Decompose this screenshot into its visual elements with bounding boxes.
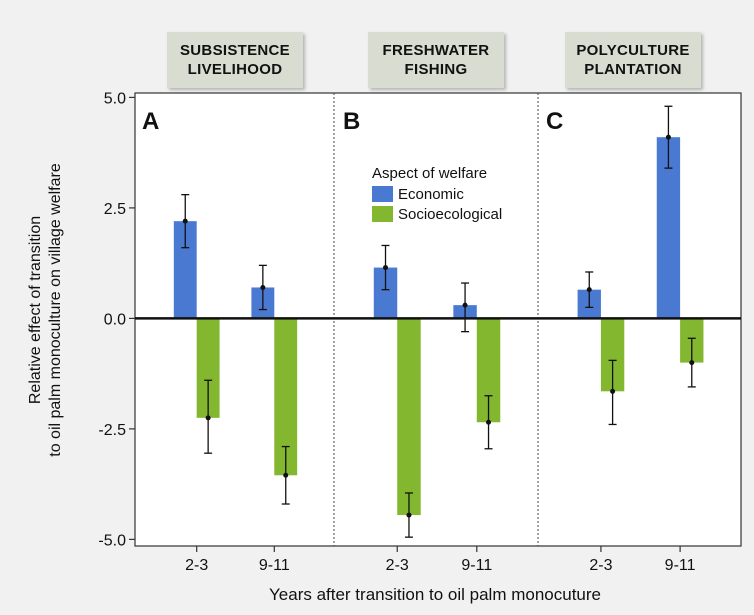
mean-point: [182, 218, 188, 224]
mean-point: [665, 134, 671, 140]
bar-c-socioecological-2-3: [600, 318, 625, 392]
bar-a-socioecological-2-3: [196, 318, 220, 418]
mean-point: [260, 284, 266, 290]
x-axis-title: Years after transition to oil palm monoc…: [269, 585, 601, 604]
mean-point: [283, 472, 289, 478]
panel-a-header-line2: LIVELIHOOD: [187, 61, 283, 78]
x-tick-label: 2-3: [185, 557, 208, 574]
y-axis-title-line1: Relative effect of transition: [27, 216, 44, 404]
legend-swatch-socioecological: [372, 206, 393, 222]
panel-b-header-line1: FRESHWATER: [382, 42, 490, 59]
panel-b-header: FRESHWATER FISHING: [368, 32, 504, 88]
y-tick-label: 5.0: [104, 90, 126, 107]
bar-b-socioecological-9-11: [476, 318, 501, 423]
panel-a-header: SUBSISTENCE LIVELIHOOD: [167, 32, 303, 88]
x-tick-label: 9-11: [665, 557, 696, 574]
legend-label-economic: Economic: [398, 186, 464, 203]
legend-swatch-economic: [372, 186, 393, 202]
bar-b-socioecological-2-3: [397, 318, 421, 516]
y-tick-label: 0.0: [104, 311, 126, 328]
mean-point: [486, 419, 492, 425]
x-tick-label: 9-11: [259, 557, 290, 574]
y-tick-label: -2.5: [98, 422, 126, 439]
x-tick-label: 9-11: [461, 557, 492, 574]
bar-a-economic-2-3: [173, 221, 197, 319]
y-axis-title-line2: to oil palm monoculture on village welfa…: [47, 163, 64, 457]
mean-point: [689, 360, 695, 366]
panel-a-header-line1: SUBSISTENCE: [180, 42, 290, 59]
bar-b-economic-2-3: [373, 267, 398, 319]
panel-c-header-line1: POLYCULTURE: [576, 42, 690, 59]
bar-c-economic-9-11: [656, 137, 681, 319]
panel-a-letter: A: [142, 108, 159, 135]
panel-c-header: POLYCULTURE PLANTATION: [565, 32, 701, 88]
mean-point: [406, 512, 412, 518]
bar-a-socioecological-9-11: [274, 318, 298, 476]
panel-b-letter: B: [343, 108, 360, 135]
legend: Aspect of welfare Economic Socioecologic…: [372, 165, 502, 223]
legend-label-socioecological: Socioecological: [398, 206, 502, 223]
y-tick-label: 2.5: [104, 201, 126, 218]
mean-point: [383, 265, 389, 271]
legend-title: Aspect of welfare: [372, 165, 487, 182]
mean-point: [610, 388, 616, 394]
y-axis-title: Relative effect of transition to oil pal…: [27, 163, 64, 457]
x-tick-label: 2-3: [386, 557, 409, 574]
panel-c-letter: C: [546, 108, 563, 135]
x-tick-label: 2-3: [589, 557, 612, 574]
panel-b-header-line2: FISHING: [404, 61, 468, 78]
mean-point: [586, 287, 592, 293]
y-tick-label: -5.0: [98, 532, 126, 549]
mean-point: [205, 415, 211, 421]
panel-c-header-line2: PLANTATION: [584, 61, 682, 78]
mean-point: [462, 302, 468, 308]
